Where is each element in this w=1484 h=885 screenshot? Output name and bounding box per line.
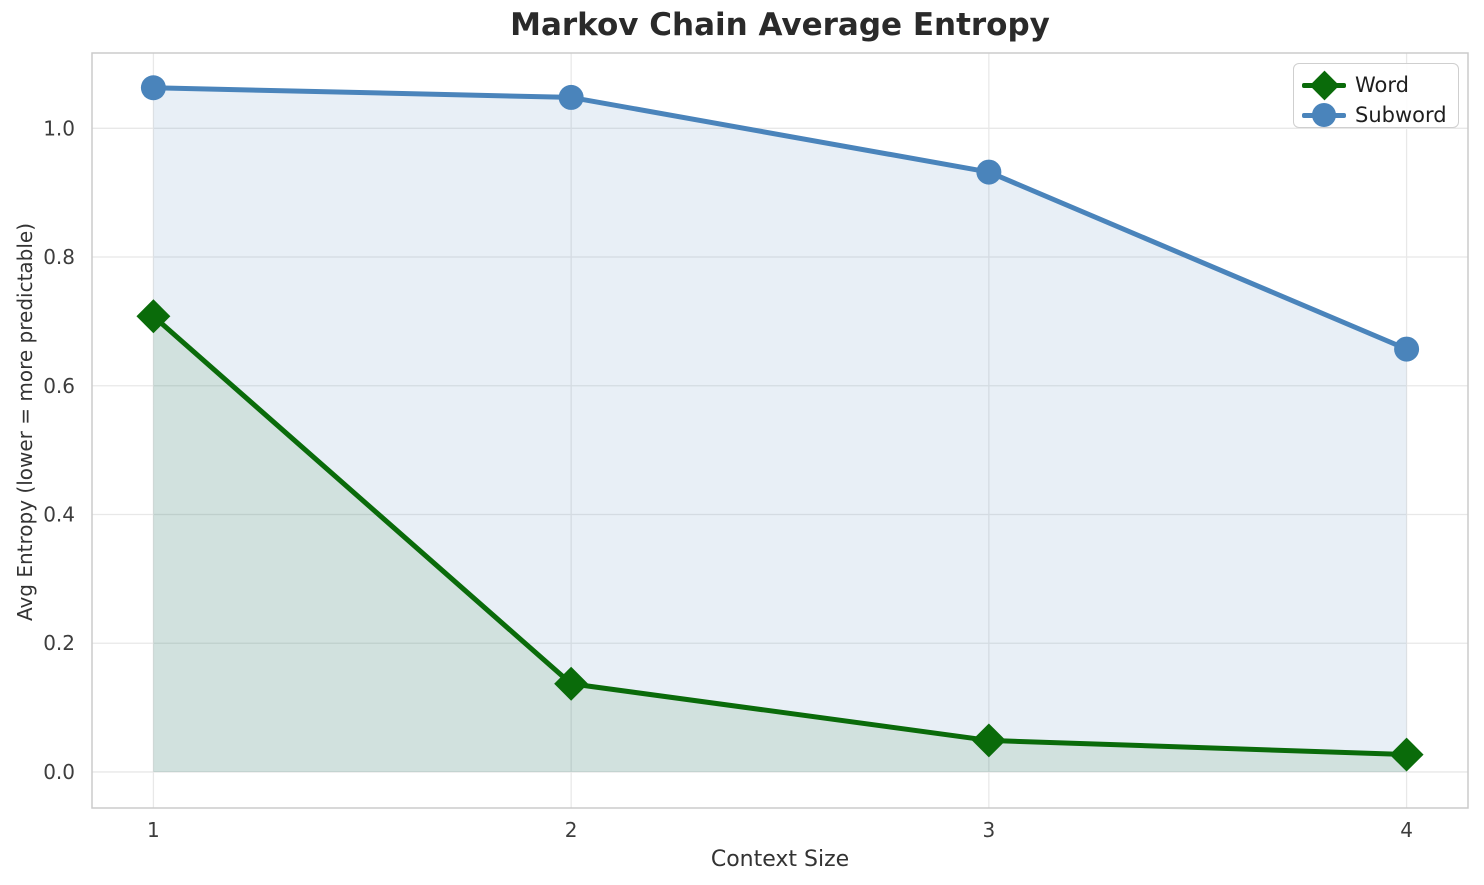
y-tick-label-0.0: 0.0 xyxy=(43,760,75,784)
legend-item-word: Word xyxy=(1302,70,1448,100)
x-tick-label-2: 2 xyxy=(565,818,578,842)
x-tick-label-1: 1 xyxy=(147,818,160,842)
y-tick-label-1.0: 1.0 xyxy=(43,116,75,140)
subword-circle-marker-icon xyxy=(1302,100,1346,130)
marker-word-2 xyxy=(554,666,589,701)
legend: Word Subword xyxy=(1293,63,1459,128)
y-tick-label-0.6: 0.6 xyxy=(43,374,75,398)
y-tick-label-0.2: 0.2 xyxy=(43,631,75,655)
area-fill-subword xyxy=(153,87,1407,772)
y-tick-label-0.8: 0.8 xyxy=(43,245,75,269)
marker-subword-2 xyxy=(558,84,584,110)
y-axis-label: Avg Entropy (lower = more predictable) xyxy=(13,222,37,622)
marker-word-1 xyxy=(136,299,171,334)
legend-label-word: Word xyxy=(1355,73,1409,97)
area-fill-word xyxy=(153,316,1407,772)
legend-shape-subword xyxy=(1312,103,1336,127)
x-tick-label-3: 3 xyxy=(982,818,995,842)
marker-word-4 xyxy=(1389,737,1424,772)
y-tick-label-0.4: 0.4 xyxy=(43,502,75,526)
chart-title: Markov Chain Average Entropy xyxy=(510,7,1050,43)
marker-subword-3 xyxy=(976,159,1002,185)
legend-item-subword: Subword xyxy=(1302,100,1448,130)
legend-shape-word xyxy=(1309,70,1339,100)
line-word xyxy=(150,313,1410,758)
marker-word-3 xyxy=(971,723,1006,758)
legend-label-subword: Subword xyxy=(1355,103,1447,127)
line-subword xyxy=(150,85,1410,352)
x-tick-label-4: 4 xyxy=(1400,818,1413,842)
marker-subword-1 xyxy=(140,75,166,101)
word-diamond-marker-icon xyxy=(1302,70,1346,100)
plot-border xyxy=(91,52,1469,809)
marker-subword-4 xyxy=(1394,336,1420,362)
x-axis-label: Context Size xyxy=(710,847,850,872)
